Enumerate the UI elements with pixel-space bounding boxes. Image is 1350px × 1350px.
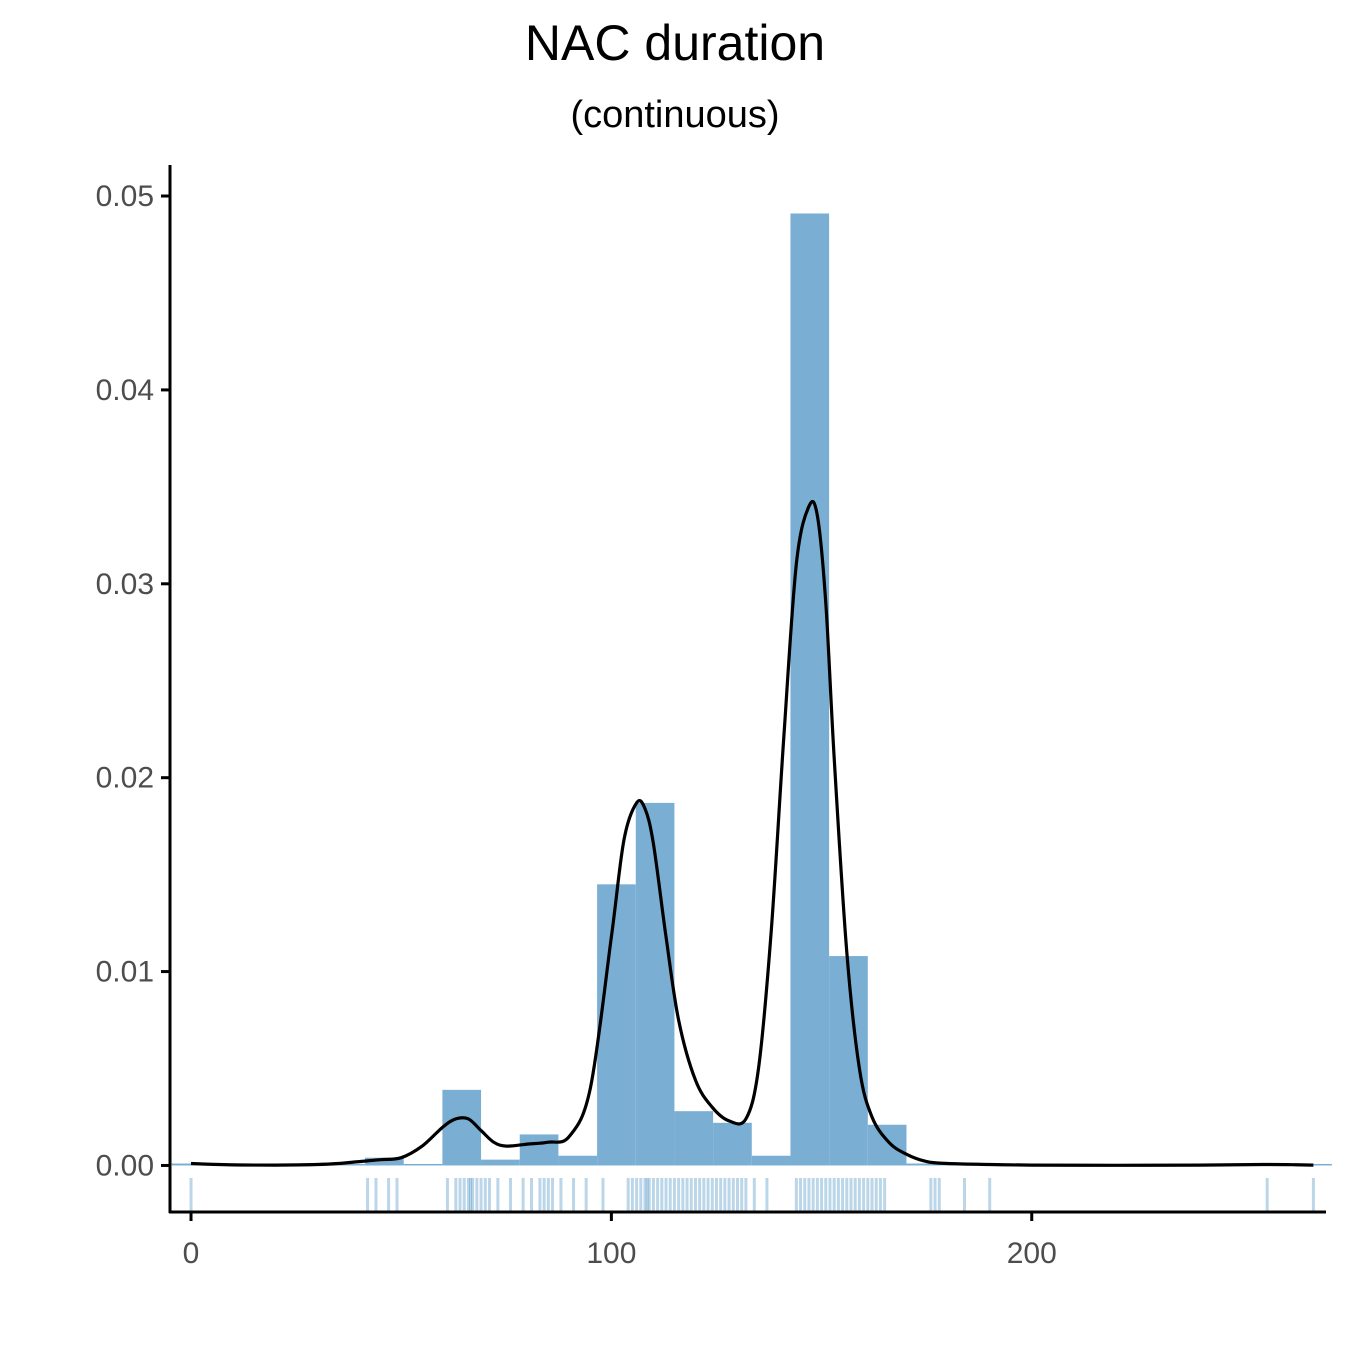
histogram-bars xyxy=(171,213,1332,1166)
y-tick-label: 0.03 xyxy=(96,568,154,601)
y-tick-label: 0.02 xyxy=(96,762,154,795)
histogram-bar-10 xyxy=(558,1155,598,1166)
histogram-bar-16 xyxy=(790,213,830,1166)
density-curve xyxy=(190,499,1314,1167)
histogram-bar-17 xyxy=(829,956,868,1166)
y-tick-label: 0.00 xyxy=(96,1149,154,1182)
histogram-bar-19 xyxy=(906,1163,946,1166)
histogram-bar-18 xyxy=(867,1124,907,1166)
histogram-bar-7 xyxy=(442,1089,482,1166)
chart-subtitle: (continuous) xyxy=(570,94,780,136)
rug-marks xyxy=(189,1178,1315,1211)
x-tick-label: 100 xyxy=(586,1237,636,1270)
y-tick-label: 0.04 xyxy=(96,374,154,407)
histogram-bar-9 xyxy=(519,1134,559,1166)
y-tick-label: 0.05 xyxy=(96,180,154,213)
histogram-bar-15 xyxy=(751,1155,791,1166)
x-tick-label: 200 xyxy=(1007,1237,1057,1270)
histogram-bar-14 xyxy=(713,1122,752,1166)
histogram-bar-6 xyxy=(403,1163,443,1166)
histogram-bar-4 xyxy=(326,1163,366,1166)
y-tick-label: 0.01 xyxy=(96,956,154,989)
histogram-bar-8 xyxy=(481,1159,520,1166)
histogram-bar-5 xyxy=(365,1157,404,1166)
histogram-bar-11 xyxy=(597,884,636,1166)
axes: 0.00 0.01 0.02 0.03 0.04 0.05 0 100 200 xyxy=(96,165,1326,1270)
histogram-bar-13 xyxy=(674,1111,714,1166)
x-tick-label: 0 xyxy=(183,1237,200,1270)
chart-title: NAC duration xyxy=(524,15,826,71)
